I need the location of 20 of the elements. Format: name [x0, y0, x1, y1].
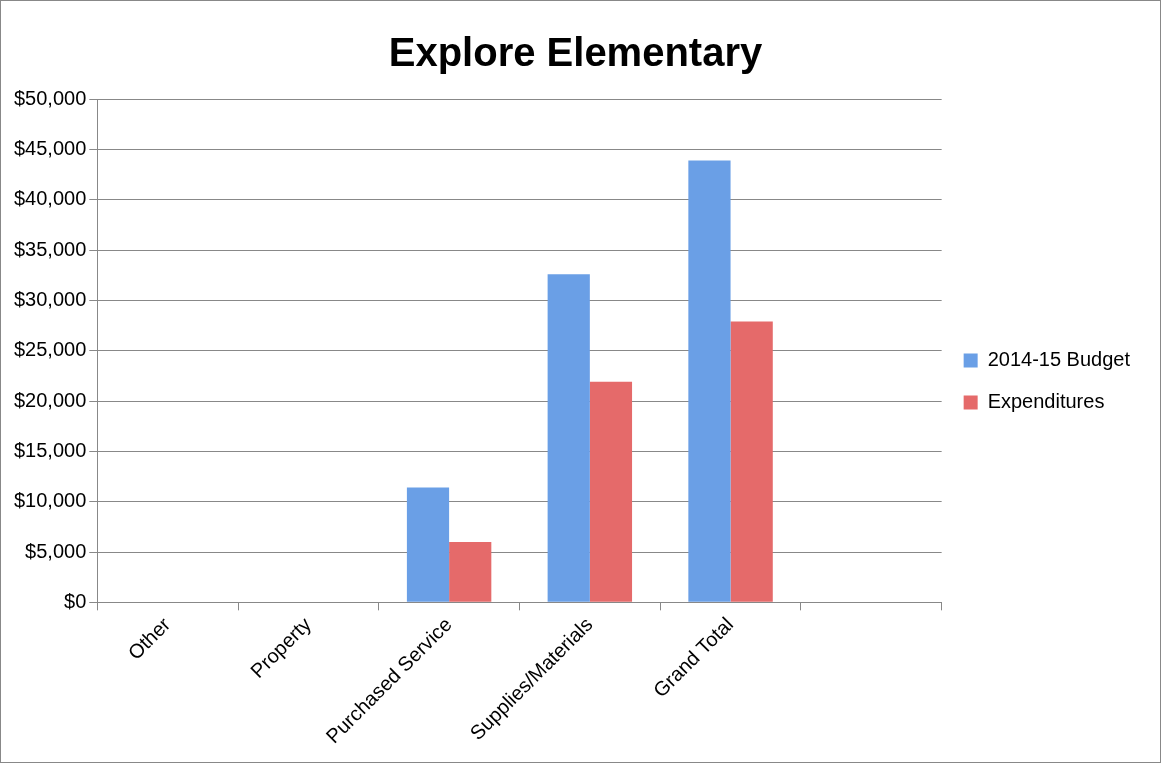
bar [449, 541, 492, 602]
chart-title: Explore Elementary [388, 30, 763, 75]
bar [589, 381, 633, 602]
bar [730, 321, 773, 602]
y-tick-label: $15,000 [14, 438, 87, 461]
y-tick-label: $35,000 [14, 237, 87, 260]
legend-label: Expenditures [987, 390, 1105, 413]
y-tick-label: $30,000 [14, 287, 87, 310]
bar [688, 160, 731, 602]
bar [406, 487, 450, 602]
y-tick-label: $20,000 [14, 388, 87, 411]
y-tick-label: $10,000 [14, 489, 87, 512]
legend-label: 2014-15 Budget [987, 348, 1131, 371]
y-tick-label: $0 [64, 589, 87, 612]
y-tick-label: $45,000 [14, 136, 87, 159]
y-tick-label: $5,000 [25, 539, 87, 562]
y-tick-label: $50,000 [14, 86, 87, 109]
bar [547, 274, 590, 602]
y-tick-label: $25,000 [14, 338, 87, 361]
y-tick-label: $40,000 [14, 187, 87, 210]
